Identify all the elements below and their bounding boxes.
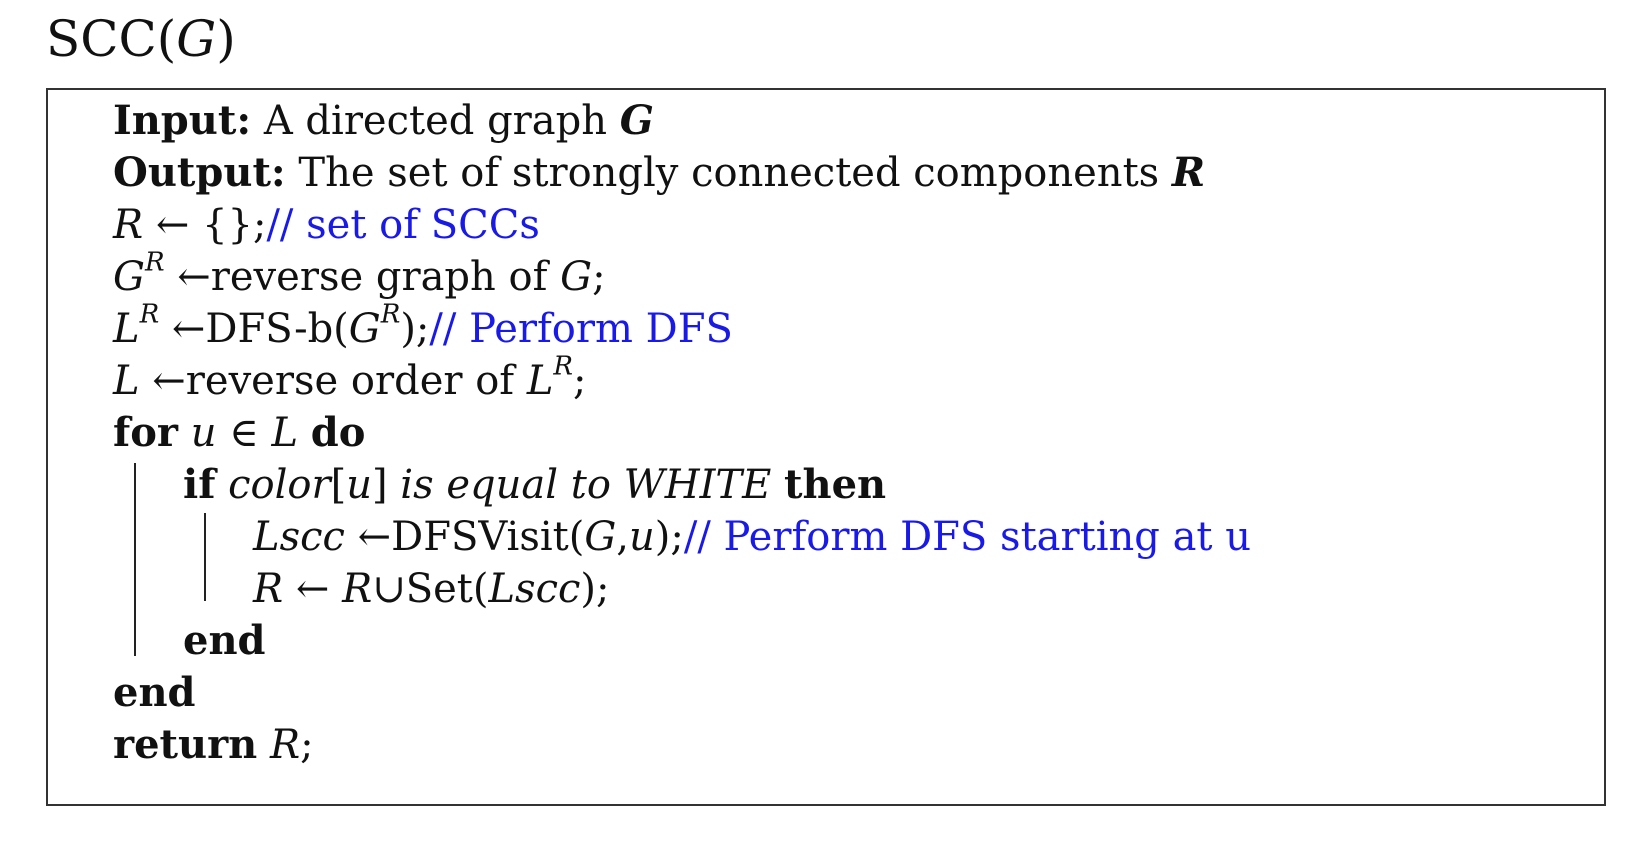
g-var: G [584, 514, 617, 560]
u-var: u [629, 514, 655, 560]
for-block-bar [134, 463, 136, 656]
condition-text: is equal to WHITE [387, 462, 772, 508]
input-var: G [619, 97, 654, 144]
reverse-order-line: L ←reverse order of LR; [113, 351, 587, 407]
keyword-do: do [310, 409, 366, 456]
end-for-line: end [113, 667, 196, 719]
if-line: if color[u] is equal to WHITE then [183, 459, 886, 511]
input-label: Input: [113, 97, 252, 144]
for-line: for u ∈ L do [113, 407, 365, 459]
dfs-line: LR ←DFS-b(GR);// Perform DFS [113, 299, 733, 355]
assign-op: ←reverse order of [139, 358, 527, 404]
output-line: Output: The set of strongly connected co… [113, 147, 1205, 199]
l-var: L [271, 410, 299, 456]
keyword-end: end [183, 617, 266, 664]
u-var: u [190, 410, 217, 456]
title-var: G [176, 10, 217, 68]
terminator: ; [572, 358, 587, 404]
dfs-visit-line: Lscc ←DFSVisit(G,u);// Perform DFS start… [253, 511, 1251, 563]
r-var: R [253, 566, 284, 612]
bracket: [ [330, 462, 347, 508]
superscript: R [553, 351, 573, 382]
terminator: ); [400, 306, 430, 352]
assign-op: ←DFS-b( [159, 306, 349, 352]
return-line: return R; [113, 719, 314, 771]
superscript: R [380, 299, 401, 330]
g-var: G [348, 306, 381, 352]
if-block-bar [204, 513, 206, 601]
terminator: ; [592, 254, 606, 300]
assign-op: ← {}; [143, 202, 267, 248]
l-var: L [113, 358, 140, 404]
title-close: ) [216, 10, 236, 68]
comment: // Perform DFS starting at u [683, 514, 1251, 560]
input-line: Input: A directed graph G [113, 95, 654, 147]
keyword-if: if [183, 461, 216, 508]
algorithm-title: SCC(G) [46, 4, 236, 74]
r-var: R [113, 202, 144, 248]
keyword-for: for [113, 409, 178, 456]
output-var: R [1171, 149, 1206, 196]
title-text: SCC( [46, 10, 177, 68]
r-var: R [342, 566, 373, 612]
init-r-line: R ← {};// set of SCCs [113, 199, 540, 251]
output-label: Output: [113, 149, 286, 196]
output-text: The set of strongly connected components [298, 150, 1160, 196]
g-var: G [560, 254, 593, 300]
g-var: G [113, 254, 145, 300]
union-op: ∪Set( [372, 566, 489, 612]
condition-color: color [228, 462, 331, 508]
reverse-graph-line: GR ←reverse graph of G; [113, 247, 606, 303]
l-var: L [113, 306, 140, 352]
superscript: R [144, 247, 165, 278]
keyword-return: return [113, 721, 258, 768]
l-var: L [526, 358, 554, 404]
union-line: R ← R∪Set(Lscc); [253, 563, 609, 615]
bracket: ] [371, 462, 388, 508]
assign-op: ←DFSVisit( [344, 514, 585, 560]
comment: // Perform DFS [429, 306, 733, 352]
assign-op: ← [283, 566, 343, 612]
lscc-var: Lscc [253, 514, 345, 560]
terminator: ); [580, 566, 610, 612]
comma: , [616, 514, 630, 560]
keyword-then: then [784, 461, 887, 508]
superscript: R [139, 299, 160, 330]
comment: // set of SCCs [266, 202, 540, 248]
element-of-op: ∈ [216, 410, 272, 456]
r-var: R [269, 722, 301, 768]
keyword-end: end [113, 669, 196, 716]
assign-op: ←reverse graph of [164, 254, 561, 300]
terminator: ; [300, 722, 314, 768]
lscc-var: Lscc [488, 566, 581, 612]
input-text: A directed graph [263, 98, 608, 144]
algorithm-box [46, 88, 1606, 806]
end-if-line: end [183, 615, 266, 667]
u-var: u [346, 462, 372, 508]
terminator: ); [654, 514, 684, 560]
